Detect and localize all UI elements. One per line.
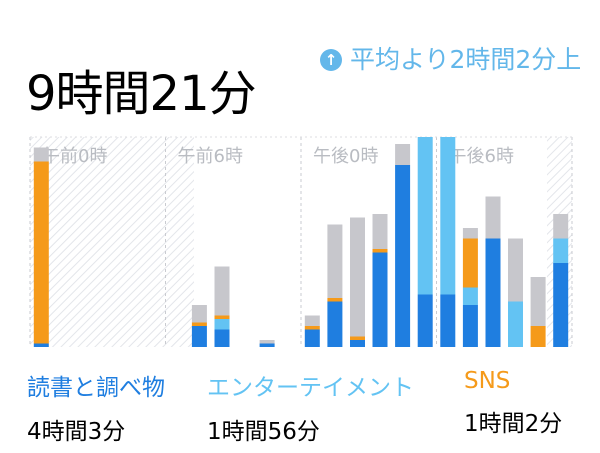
bar-segment-hour-23-series-1[interactable] [553,238,569,264]
bar-segment-hour-22-series-2[interactable] [530,326,546,347]
bar-segment-hour-22-series-3[interactable] [530,277,546,326]
bar-segment-hour-20-series-3[interactable] [485,196,501,239]
bar-segment-hour-13-series-0[interactable] [327,301,343,348]
legend-entertainment: エンターテイメント 1時間56分 [207,368,414,446]
bar-segment-hour-20-series-0[interactable] [485,238,501,348]
arrow-up-circle-icon: ↑ [320,49,342,71]
bar-segment-hour-14-series-0[interactable] [350,340,365,347]
bar-segment-hour-12-series-3[interactable] [304,315,320,327]
bar-segment-hour-16-series-0[interactable] [395,165,411,347]
bar-segment-hour-8-series-2[interactable] [214,315,230,320]
bar-segment-hour-7-series-0[interactable] [191,326,207,347]
bar-segment-hour-18-series-0[interactable] [440,294,456,348]
bar-segment-hour-10-series-3[interactable] [259,340,275,344]
legend-value-sns: 1時間2分 [464,411,563,437]
chart-grid [29,136,573,347]
legend-label-entertainment: エンターテイメント [207,375,414,401]
x-tick-label: 午後0時 [313,146,378,167]
legend-label-sns: SNS [464,368,511,394]
bar-segment-hour-17-series-0[interactable] [417,294,433,348]
legend-sns: SNS 1時間2分 [464,368,562,438]
average-comparison-text: 平均より2時間2分上 [350,45,582,74]
bar-segment-hour-21-series-3[interactable] [508,238,523,302]
bar-segment-hour-7-series-2[interactable] [191,322,207,327]
x-tick-label: 午前0時 [42,146,107,167]
night-hatch-area-left [30,137,194,347]
total-screen-time: 9時間21分 [26,66,257,122]
bar-segment-hour-15-series-0[interactable] [372,252,388,348]
bar-segment-hour-21-series-1[interactable] [508,301,523,348]
bar-segment-hour-15-series-2[interactable] [372,249,388,253]
bar-segment-hour-18-series-1[interactable] [440,137,456,295]
bar-segment-hour-13-series-3[interactable] [327,224,343,299]
bar-segment-hour-0-series-2[interactable] [33,161,49,344]
bar-segment-hour-14-series-3[interactable] [350,217,365,337]
bar-segment-hour-8-series-0[interactable] [214,329,230,348]
bar-segment-hour-23-series-3[interactable] [553,214,569,239]
bar-segment-hour-8-series-3[interactable] [214,266,230,316]
bar-segment-hour-10-series-0[interactable] [259,343,275,348]
bar-segment-hour-17-series-1[interactable] [417,137,433,295]
legend-reading: 読書と調べ物 4時間3分 [27,368,165,446]
bar-segment-hour-0-series-3[interactable] [33,147,49,162]
bar-segment-hour-19-series-2[interactable] [462,238,478,288]
x-tick-label: 午前6時 [178,146,243,167]
bar-segment-hour-19-series-1[interactable] [462,287,478,306]
bar-segment-hour-13-series-2[interactable] [327,298,343,302]
legend-value-entertainment: 1時間56分 [207,419,320,445]
legend-value-reading: 4時間3分 [27,419,126,445]
bar-segment-hour-14-series-2[interactable] [350,336,365,341]
bar-segment-hour-23-series-0[interactable] [553,263,569,347]
legend-label-reading: 読書と調べ物 [27,375,165,401]
bars-group [33,137,569,348]
bar-segment-hour-0-series-0[interactable] [33,343,49,348]
bar-segment-hour-16-series-3[interactable] [395,144,411,165]
bar-segment-hour-19-series-3[interactable] [462,228,478,239]
bar-segment-hour-19-series-0[interactable] [462,305,478,347]
bar-segment-hour-15-series-3[interactable] [372,214,388,249]
bar-segment-hour-12-series-0[interactable] [304,329,320,348]
bar-segment-hour-12-series-2[interactable] [304,326,320,330]
bar-segment-hour-8-series-1[interactable] [214,319,230,330]
x-axis-ticks: 午前0時 午前6時 午後0時 午後6時 [42,146,514,167]
x-tick-label: 午後6時 [449,146,514,167]
bar-segment-hour-7-series-3[interactable] [191,305,207,323]
average-comparison: ↑ 平均より2時間2分上 [320,38,585,82]
